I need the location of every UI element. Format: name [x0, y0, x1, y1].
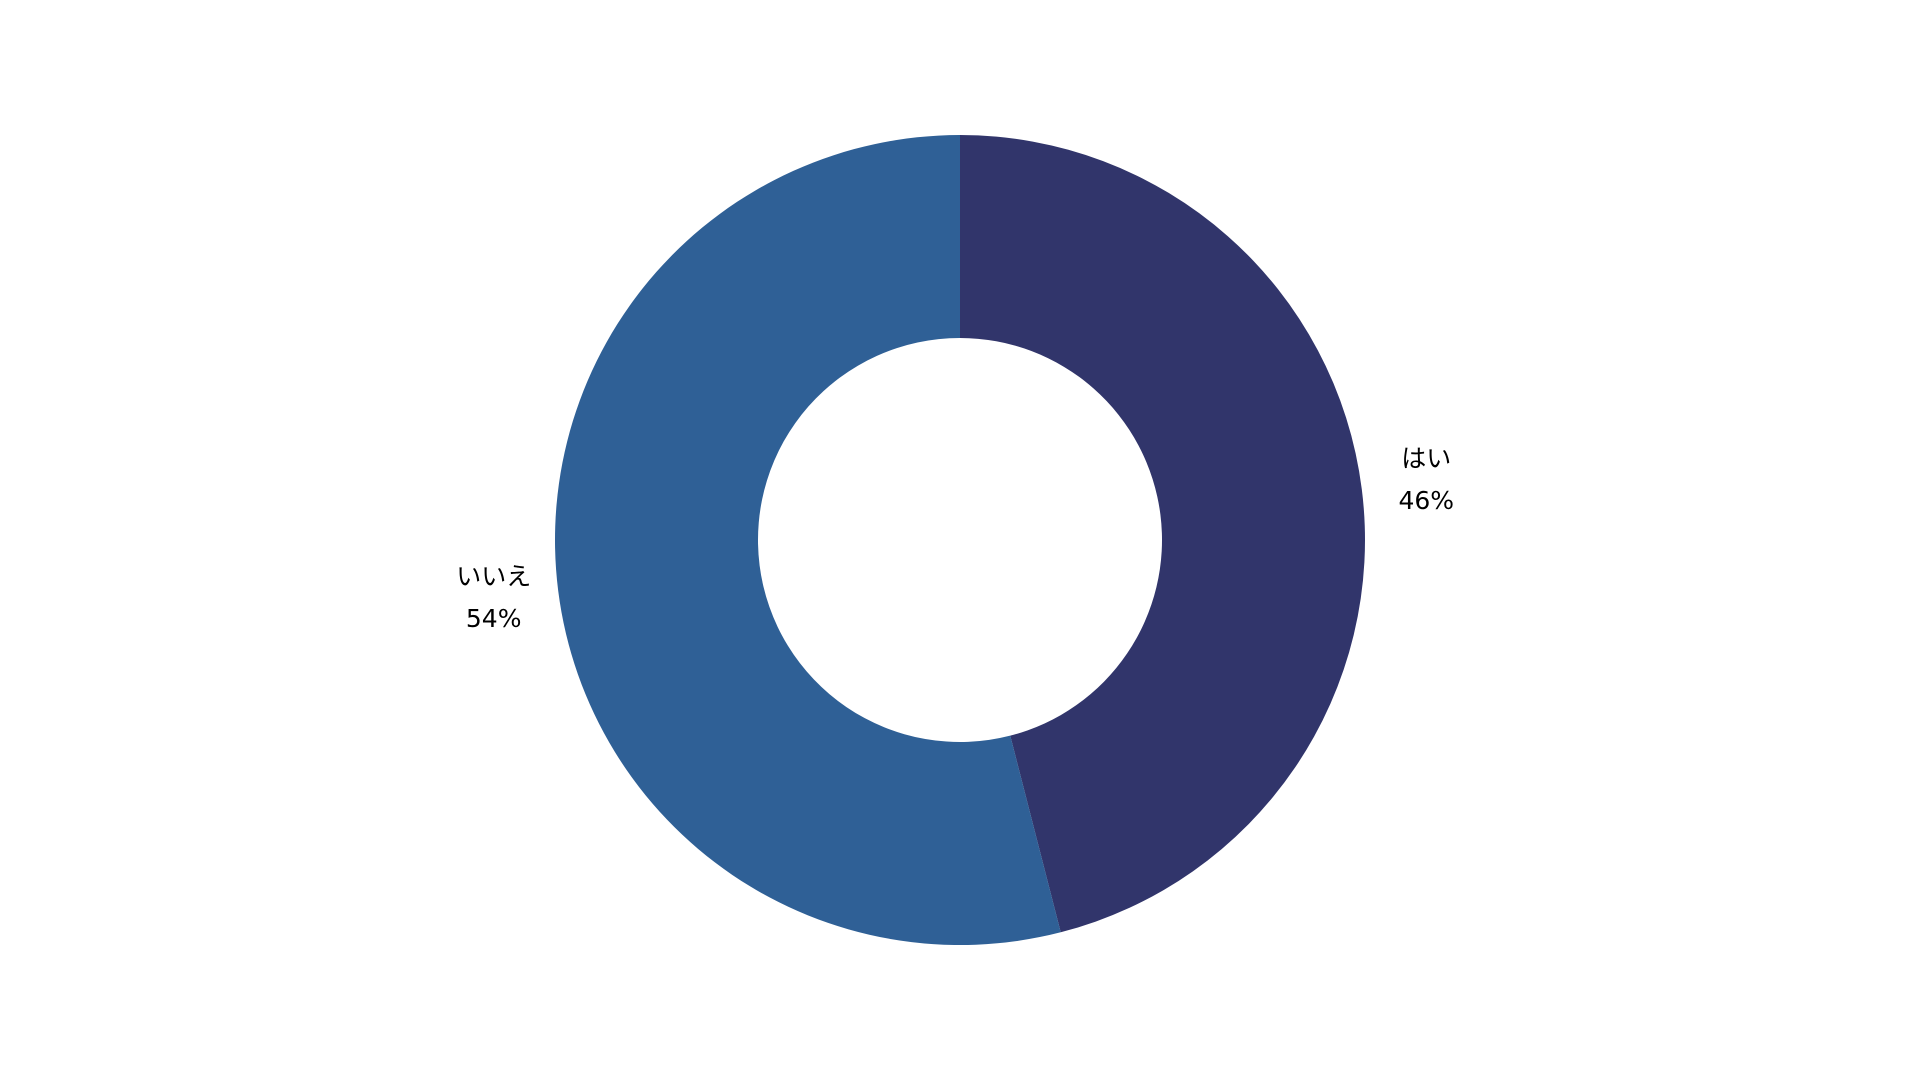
donut-slice [960, 135, 1366, 933]
slice-value-label: 54% [466, 604, 522, 633]
slice-value-label: 46% [1399, 486, 1455, 515]
donut-slice [555, 135, 1061, 945]
slice-label: いいえ [456, 562, 531, 591]
slice-label: はい [1401, 444, 1451, 473]
